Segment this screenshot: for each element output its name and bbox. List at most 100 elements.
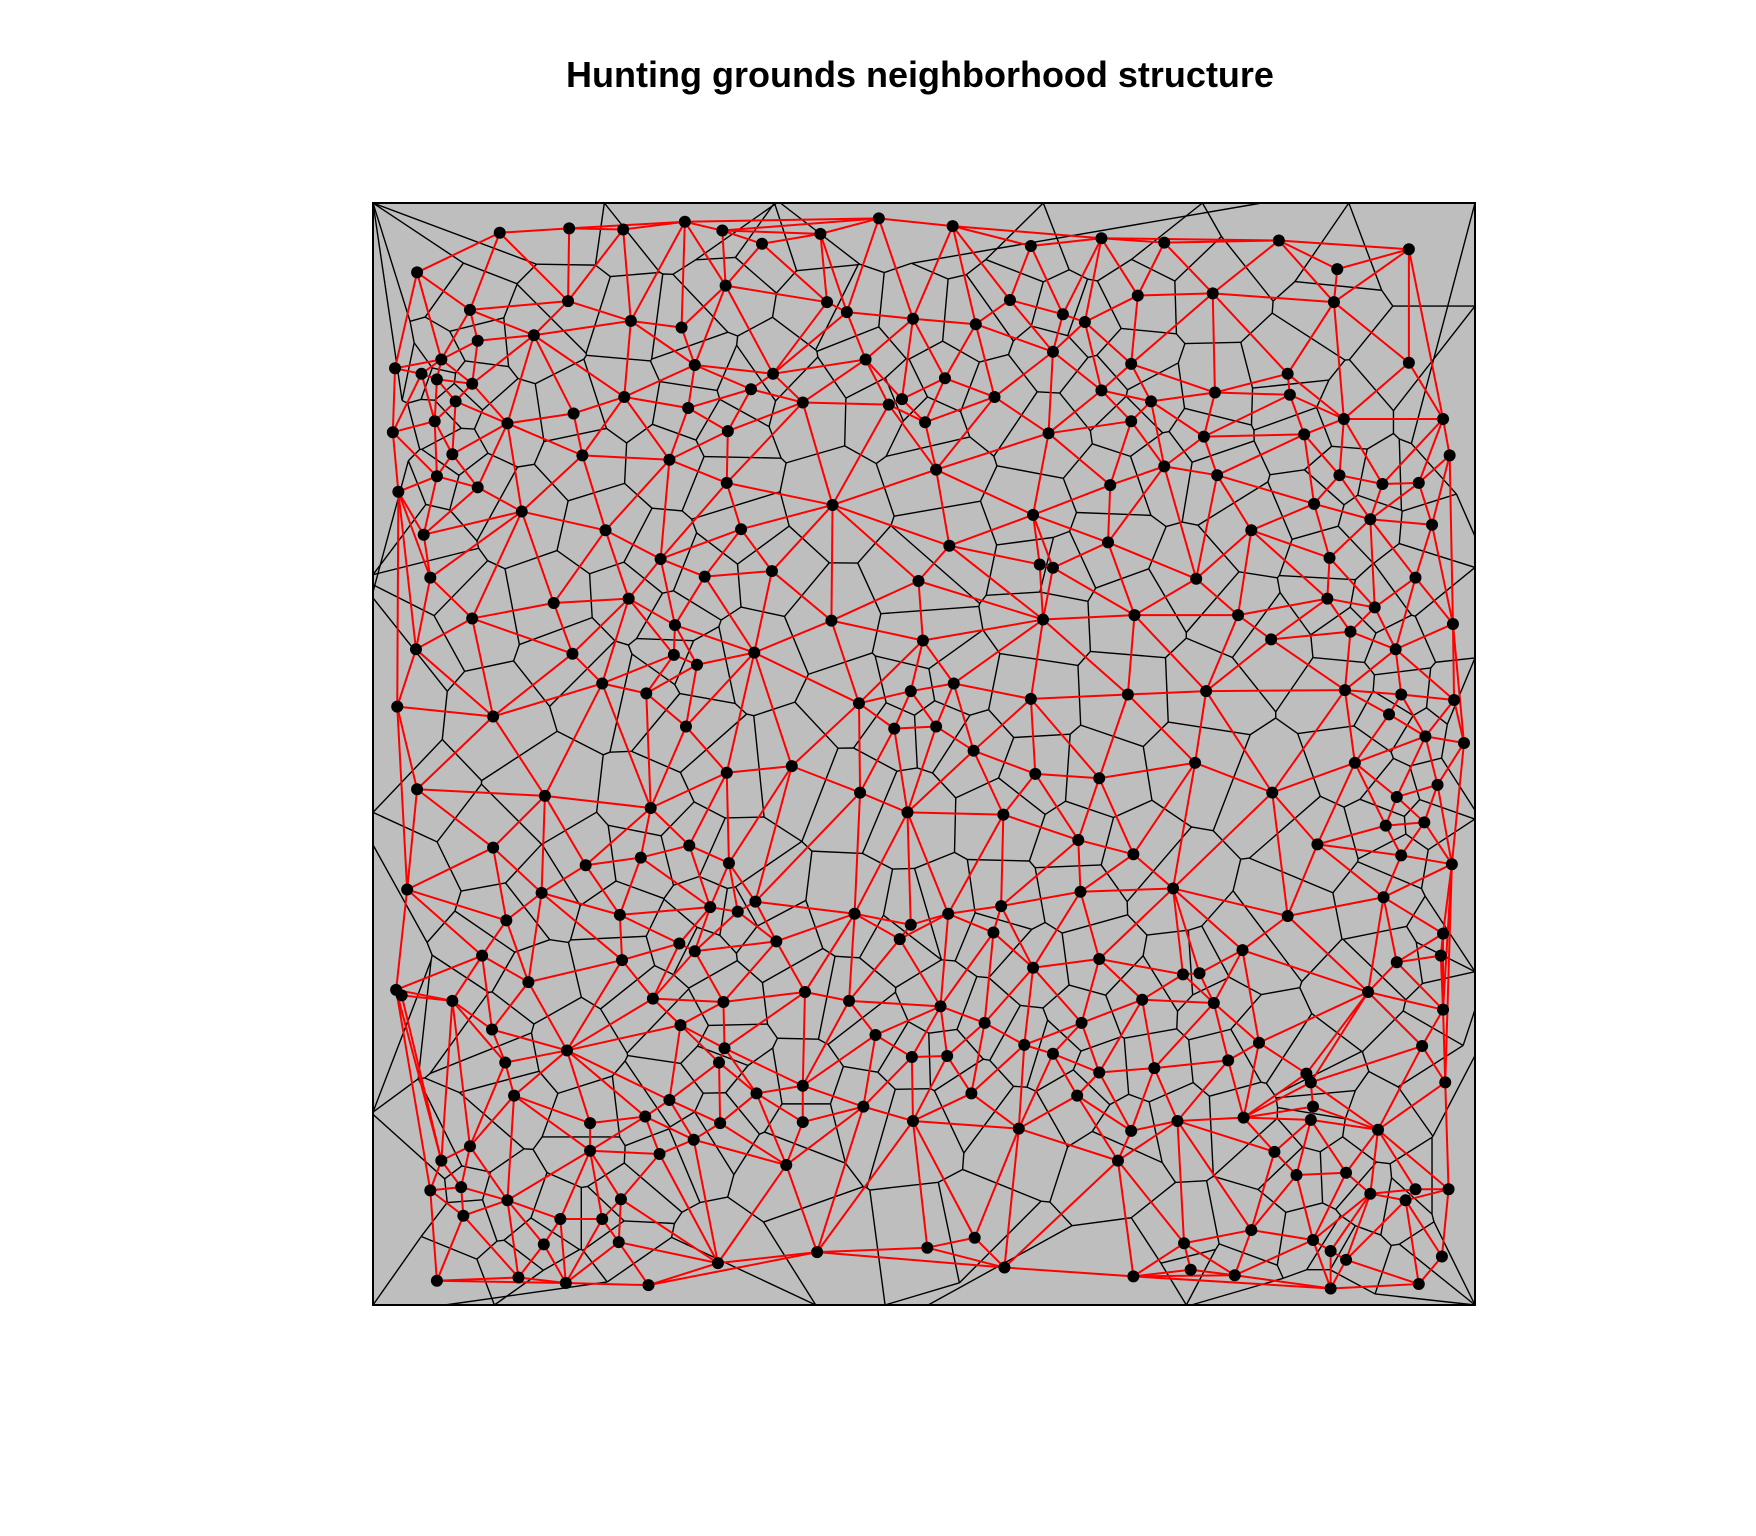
territory-centroid — [1290, 1168, 1303, 1181]
neighbor-link — [1000, 905, 1034, 969]
territory-centroid — [852, 697, 865, 710]
neighbor-link — [652, 943, 681, 1000]
cell-border — [1208, 1096, 1215, 1177]
neighbor-link — [620, 1153, 661, 1200]
neighbor-link — [1080, 958, 1101, 1024]
territory-centroid — [466, 612, 479, 625]
cell-border — [504, 549, 558, 570]
neighbor-link — [694, 364, 752, 391]
neighbor-link — [1353, 762, 1387, 827]
territory-centroid — [1131, 289, 1144, 302]
neighbor-link — [492, 795, 546, 849]
neighbor-link — [912, 317, 976, 326]
cell-border — [1373, 543, 1400, 564]
neighbor-link — [1338, 418, 1345, 476]
neighbor-link — [1401, 693, 1455, 701]
neighbor-link — [680, 284, 727, 329]
cell-border — [877, 1071, 896, 1090]
neighbor-link — [721, 230, 727, 286]
neighbor-link — [1377, 1081, 1446, 1131]
cell-border — [954, 912, 976, 962]
neighbor-link — [644, 1115, 695, 1141]
neighbor-link — [973, 1237, 1006, 1269]
territory-centroid — [904, 685, 917, 698]
neighbor-link — [1195, 529, 1252, 580]
neighbor-link — [1130, 1067, 1156, 1132]
territory-centroid — [731, 905, 744, 918]
cell-border — [626, 1052, 629, 1056]
cell-border — [885, 420, 904, 457]
territory-centroid — [1075, 1016, 1088, 1029]
cell-border — [681, 1201, 701, 1213]
cell-border — [652, 423, 697, 441]
cell-border — [808, 652, 873, 675]
neighbor-link — [816, 1120, 914, 1253]
neighbor-link — [590, 1149, 660, 1156]
neighbor-link — [761, 243, 828, 303]
cell-border — [413, 342, 433, 369]
cell-border — [549, 938, 569, 944]
neighbor-link — [650, 771, 728, 809]
cell-border — [1357, 494, 1402, 511]
cell-border — [727, 331, 738, 337]
neighbor-link — [1394, 649, 1403, 695]
cell-border — [696, 532, 738, 565]
cell-border — [523, 1148, 534, 1151]
neighbor-link — [469, 1062, 507, 1147]
neighbor-link — [1130, 363, 1152, 402]
cell-border — [737, 525, 790, 565]
cell-border — [1175, 333, 1186, 345]
neighbor-link — [1080, 1022, 1101, 1073]
neighbor-link — [652, 997, 682, 1026]
territory-centroid — [798, 986, 811, 999]
neighbor-link — [940, 1005, 985, 1024]
neighbor-link — [1237, 614, 1272, 641]
neighbor-link — [1400, 854, 1453, 866]
neighbor-link — [1243, 1105, 1314, 1119]
neighbor-link — [1442, 418, 1451, 456]
territory-centroid — [930, 720, 943, 733]
territory-centroid — [639, 1110, 652, 1123]
cell-border — [993, 391, 1038, 457]
neighbor-link — [623, 396, 671, 461]
cell-border — [1329, 1225, 1356, 1271]
neighbor-link — [719, 1122, 787, 1166]
neighbor-link — [944, 323, 977, 379]
cell-border — [1069, 724, 1082, 735]
cell-border — [542, 1248, 580, 1271]
neighbor-link — [1098, 999, 1144, 1073]
neighbor-link — [471, 602, 554, 620]
cell-border — [783, 562, 830, 617]
neighbor-link — [887, 404, 937, 471]
neighbor-link — [1018, 1094, 1078, 1130]
territory-centroid — [1409, 571, 1422, 584]
cell-border — [1253, 440, 1271, 476]
neighbor-link — [1032, 484, 1111, 516]
neighbor-link — [1076, 1095, 1119, 1162]
cell-border — [986, 591, 1040, 597]
territory-centroid — [1426, 518, 1439, 531]
cell-border — [777, 1037, 819, 1040]
territory-centroid — [1338, 684, 1351, 697]
neighbor-link — [1009, 245, 1032, 301]
cell-border — [610, 271, 660, 278]
cell-border — [591, 617, 616, 642]
cell-border — [979, 594, 987, 604]
neighbor-link — [605, 529, 662, 560]
neighbor-link — [1336, 248, 1410, 271]
territory-centroid — [1368, 601, 1381, 614]
neighbor-link — [1100, 363, 1132, 392]
territory-centroid — [1095, 384, 1108, 397]
neighbor-link — [703, 576, 756, 654]
territory-centroid — [1211, 469, 1224, 482]
neighbor-link — [694, 910, 739, 952]
cell-border — [680, 1062, 704, 1094]
neighbor-link — [506, 1149, 591, 1202]
cell-border — [817, 956, 836, 1040]
cell-border — [734, 256, 777, 294]
neighbor-link — [1009, 299, 1064, 316]
neighbor-link — [688, 772, 728, 846]
neighbor-link — [775, 912, 855, 943]
neighbor-link — [906, 749, 975, 814]
neighbor-link — [1396, 783, 1438, 798]
